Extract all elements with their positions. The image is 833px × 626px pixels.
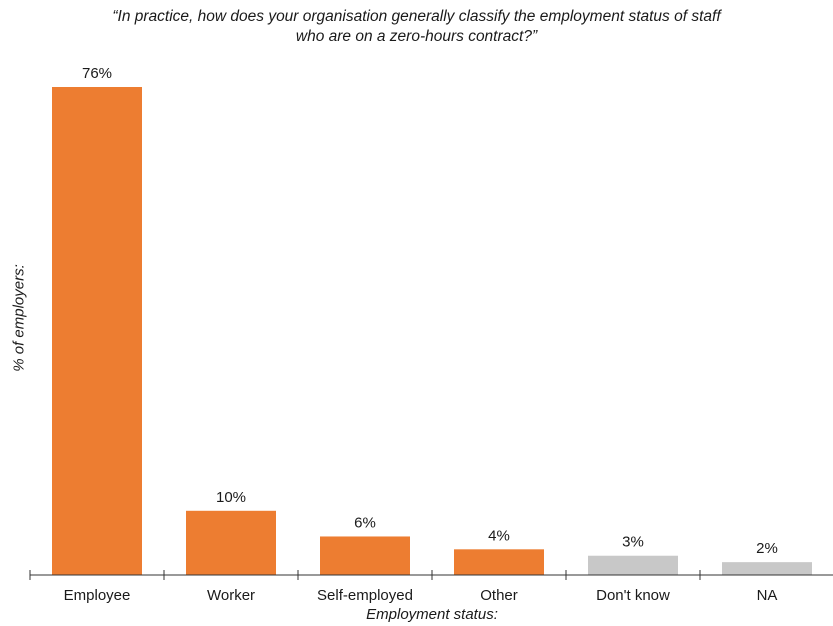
category-label-3: Other — [480, 587, 518, 604]
data-label-3: 4% — [488, 527, 510, 544]
category-label-0: Employee — [64, 587, 131, 604]
data-label-1: 10% — [216, 489, 246, 506]
x-axis-label: Employment status: — [366, 606, 498, 623]
category-label-2: Self-employed — [317, 587, 413, 604]
category-label-1: Worker — [207, 587, 255, 604]
bar-5 — [722, 562, 812, 575]
bar-2 — [320, 536, 410, 575]
bar-4 — [588, 555, 678, 575]
chart-title-line-2: who are on a zero-hours contract?” — [295, 28, 538, 45]
data-label-5: 2% — [756, 540, 778, 557]
category-label-5: NA — [757, 587, 778, 604]
data-label-0: 76% — [82, 65, 112, 82]
chart-title: “In practice, how does your organisation… — [0, 7, 833, 47]
data-label-2: 6% — [354, 514, 376, 531]
category-label-4: Don't know — [596, 587, 670, 604]
bar-3 — [454, 549, 544, 575]
chart-title-line-1: “In practice, how does your organisation… — [112, 8, 721, 25]
data-label-4: 3% — [622, 534, 644, 551]
bar-1 — [186, 510, 276, 575]
bar-0 — [52, 87, 142, 575]
